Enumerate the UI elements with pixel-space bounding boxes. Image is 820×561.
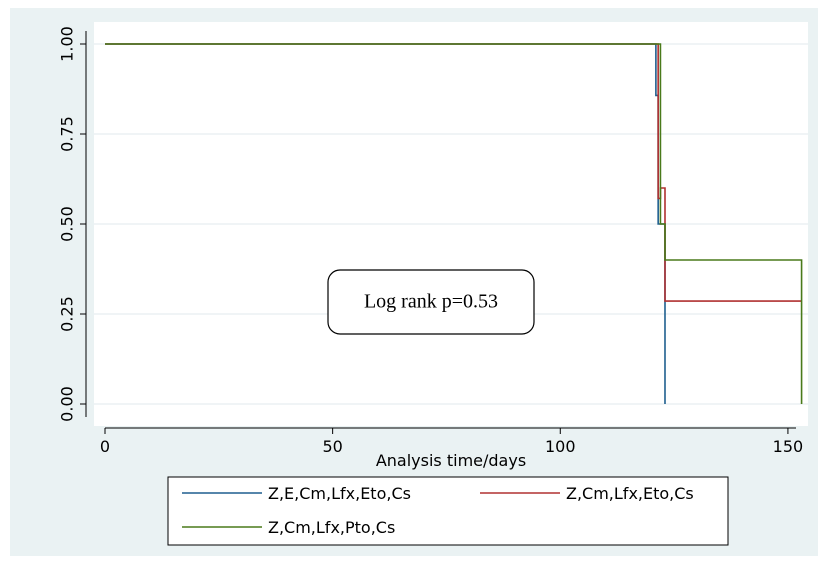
- x-axis-title: Analysis time/days: [376, 451, 526, 470]
- x-tick-label: 50: [322, 437, 342, 456]
- survival-chart: 0.00 0.25 0.50 0.75 1.00 0 50 100 150 Analysis …: [58, 22, 808, 546]
- legend-label-1: Z,E,Cm,Lfx,Eto,Cs: [268, 484, 411, 503]
- annotation-box: Log rank p=0.53: [327, 269, 535, 335]
- legend-box: [167, 476, 729, 546]
- y-tick-label: 0.50: [58, 206, 77, 242]
- y-tick-label: 0.00: [58, 386, 77, 422]
- y-tick-label: 1.00: [58, 26, 77, 62]
- series-line-3: [105, 43, 803, 404]
- y-tick-label: 0.75: [58, 116, 77, 152]
- x-tick-label: 100: [545, 437, 576, 456]
- series-lines: [105, 43, 803, 404]
- annotation-text: Log rank p=0.53: [364, 291, 498, 313]
- x-ticks: 0 50 100 150: [100, 428, 803, 456]
- x-tick-label: 0: [100, 437, 110, 456]
- legend-label-2: Z,Cm,Lfx,Eto,Cs: [566, 484, 694, 503]
- legend: Z,E,Cm,Lfx,Eto,Cs Z,Cm,Lfx,Eto,Cs Z,Cm,Lfx…: [167, 476, 729, 546]
- y-ticks: 0.00 0.25 0.50 0.75 1.00: [58, 26, 86, 422]
- y-tick-label: 0.25: [58, 296, 77, 332]
- legend-label-3: Z,Cm,Lfx,Pto,Cs: [268, 518, 395, 537]
- x-tick-label: 150: [773, 437, 804, 456]
- chart-frame: 0.00 0.25 0.50 0.75 1.00 0 50 100 150 Analysis …: [10, 8, 818, 556]
